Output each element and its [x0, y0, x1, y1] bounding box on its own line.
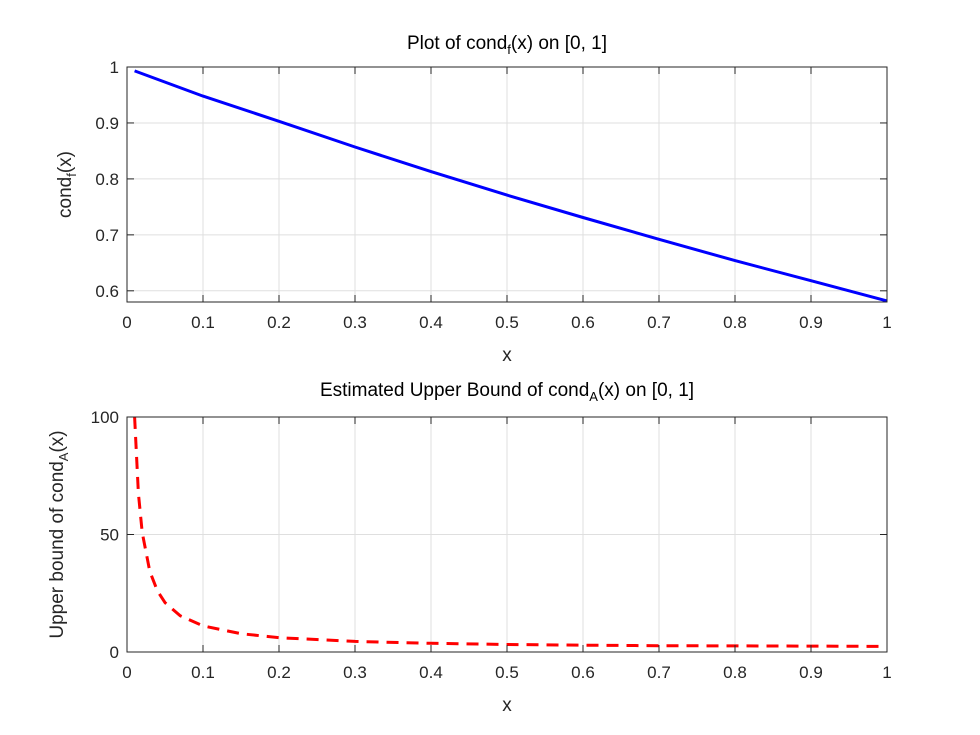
x-tick-label: 1 — [882, 663, 891, 682]
y-tick-label: 0.7 — [95, 226, 119, 245]
series-line — [134, 69, 888, 303]
ticks: 0 0.1 0.2 0.3 0.4 0.5 0.6 0.7 0.8 0.9 1 0 50 100 — [91, 408, 892, 682]
x-tick-label: 0.1 — [191, 663, 215, 682]
x-tick-label: 0.2 — [267, 663, 291, 682]
x-tick-label: 0.8 — [723, 663, 747, 682]
chart-title: Plot of condf(x) on [0, 1] — [407, 33, 607, 57]
x-tick-label: 0.7 — [647, 663, 671, 682]
x-tick-label: 0.1 — [191, 313, 215, 332]
x-axis-label: x — [502, 345, 512, 366]
y-axis-label: condf(x) — [55, 151, 79, 218]
x-tick-label: 0.5 — [495, 313, 519, 332]
cond-f-chart: 0 0.1 0.2 0.3 0.4 0.5 0.6 0.7 0.8 0.9 1 0.6 0.7 0.8 0.… — [55, 33, 892, 366]
series-line — [133, 416, 888, 648]
x-axis-label: x — [502, 695, 512, 716]
x-tick-label: 0.3 — [343, 663, 367, 682]
x-tick-label: 0.4 — [419, 313, 443, 332]
y-tick-label: 0.8 — [95, 170, 119, 189]
x-tick-label: 0.9 — [799, 663, 823, 682]
y-tick-label: 0.9 — [95, 114, 119, 133]
chart-title: Estimated Upper Bound of condA(x) on [0,… — [320, 380, 694, 404]
y-axis-label: Upper bound of condA(x) — [47, 430, 71, 638]
x-tick-label: 1 — [882, 313, 891, 332]
x-tick-label: 0.3 — [343, 313, 367, 332]
x-tick-label: 0 — [122, 663, 131, 682]
y-tick-label: 0 — [110, 643, 119, 662]
y-tick-label: 100 — [91, 408, 119, 427]
series — [134, 69, 888, 303]
x-tick-label: 0 — [122, 313, 131, 332]
x-tick-label: 0.9 — [799, 313, 823, 332]
y-tick-label: 50 — [100, 526, 119, 545]
cond-a-upper-bound-chart: 0 0.1 0.2 0.3 0.4 0.5 0.6 0.7 0.8 0.9 1 0 50 100 Esti… — [47, 380, 892, 716]
y-tick-label: 0.6 — [95, 282, 119, 301]
y-tick-label: 1 — [110, 58, 119, 77]
x-tick-label: 0.6 — [571, 663, 595, 682]
x-tick-label: 0.4 — [419, 663, 443, 682]
x-tick-label: 0.8 — [723, 313, 747, 332]
x-tick-label: 0.7 — [647, 313, 671, 332]
x-tick-label: 0.2 — [267, 313, 291, 332]
ticks: 0 0.1 0.2 0.3 0.4 0.5 0.6 0.7 0.8 0.9 1 0.6 0.7 0.8 0.… — [95, 58, 891, 332]
series — [133, 416, 888, 648]
x-tick-label: 0.5 — [495, 663, 519, 682]
x-tick-label: 0.6 — [571, 313, 595, 332]
